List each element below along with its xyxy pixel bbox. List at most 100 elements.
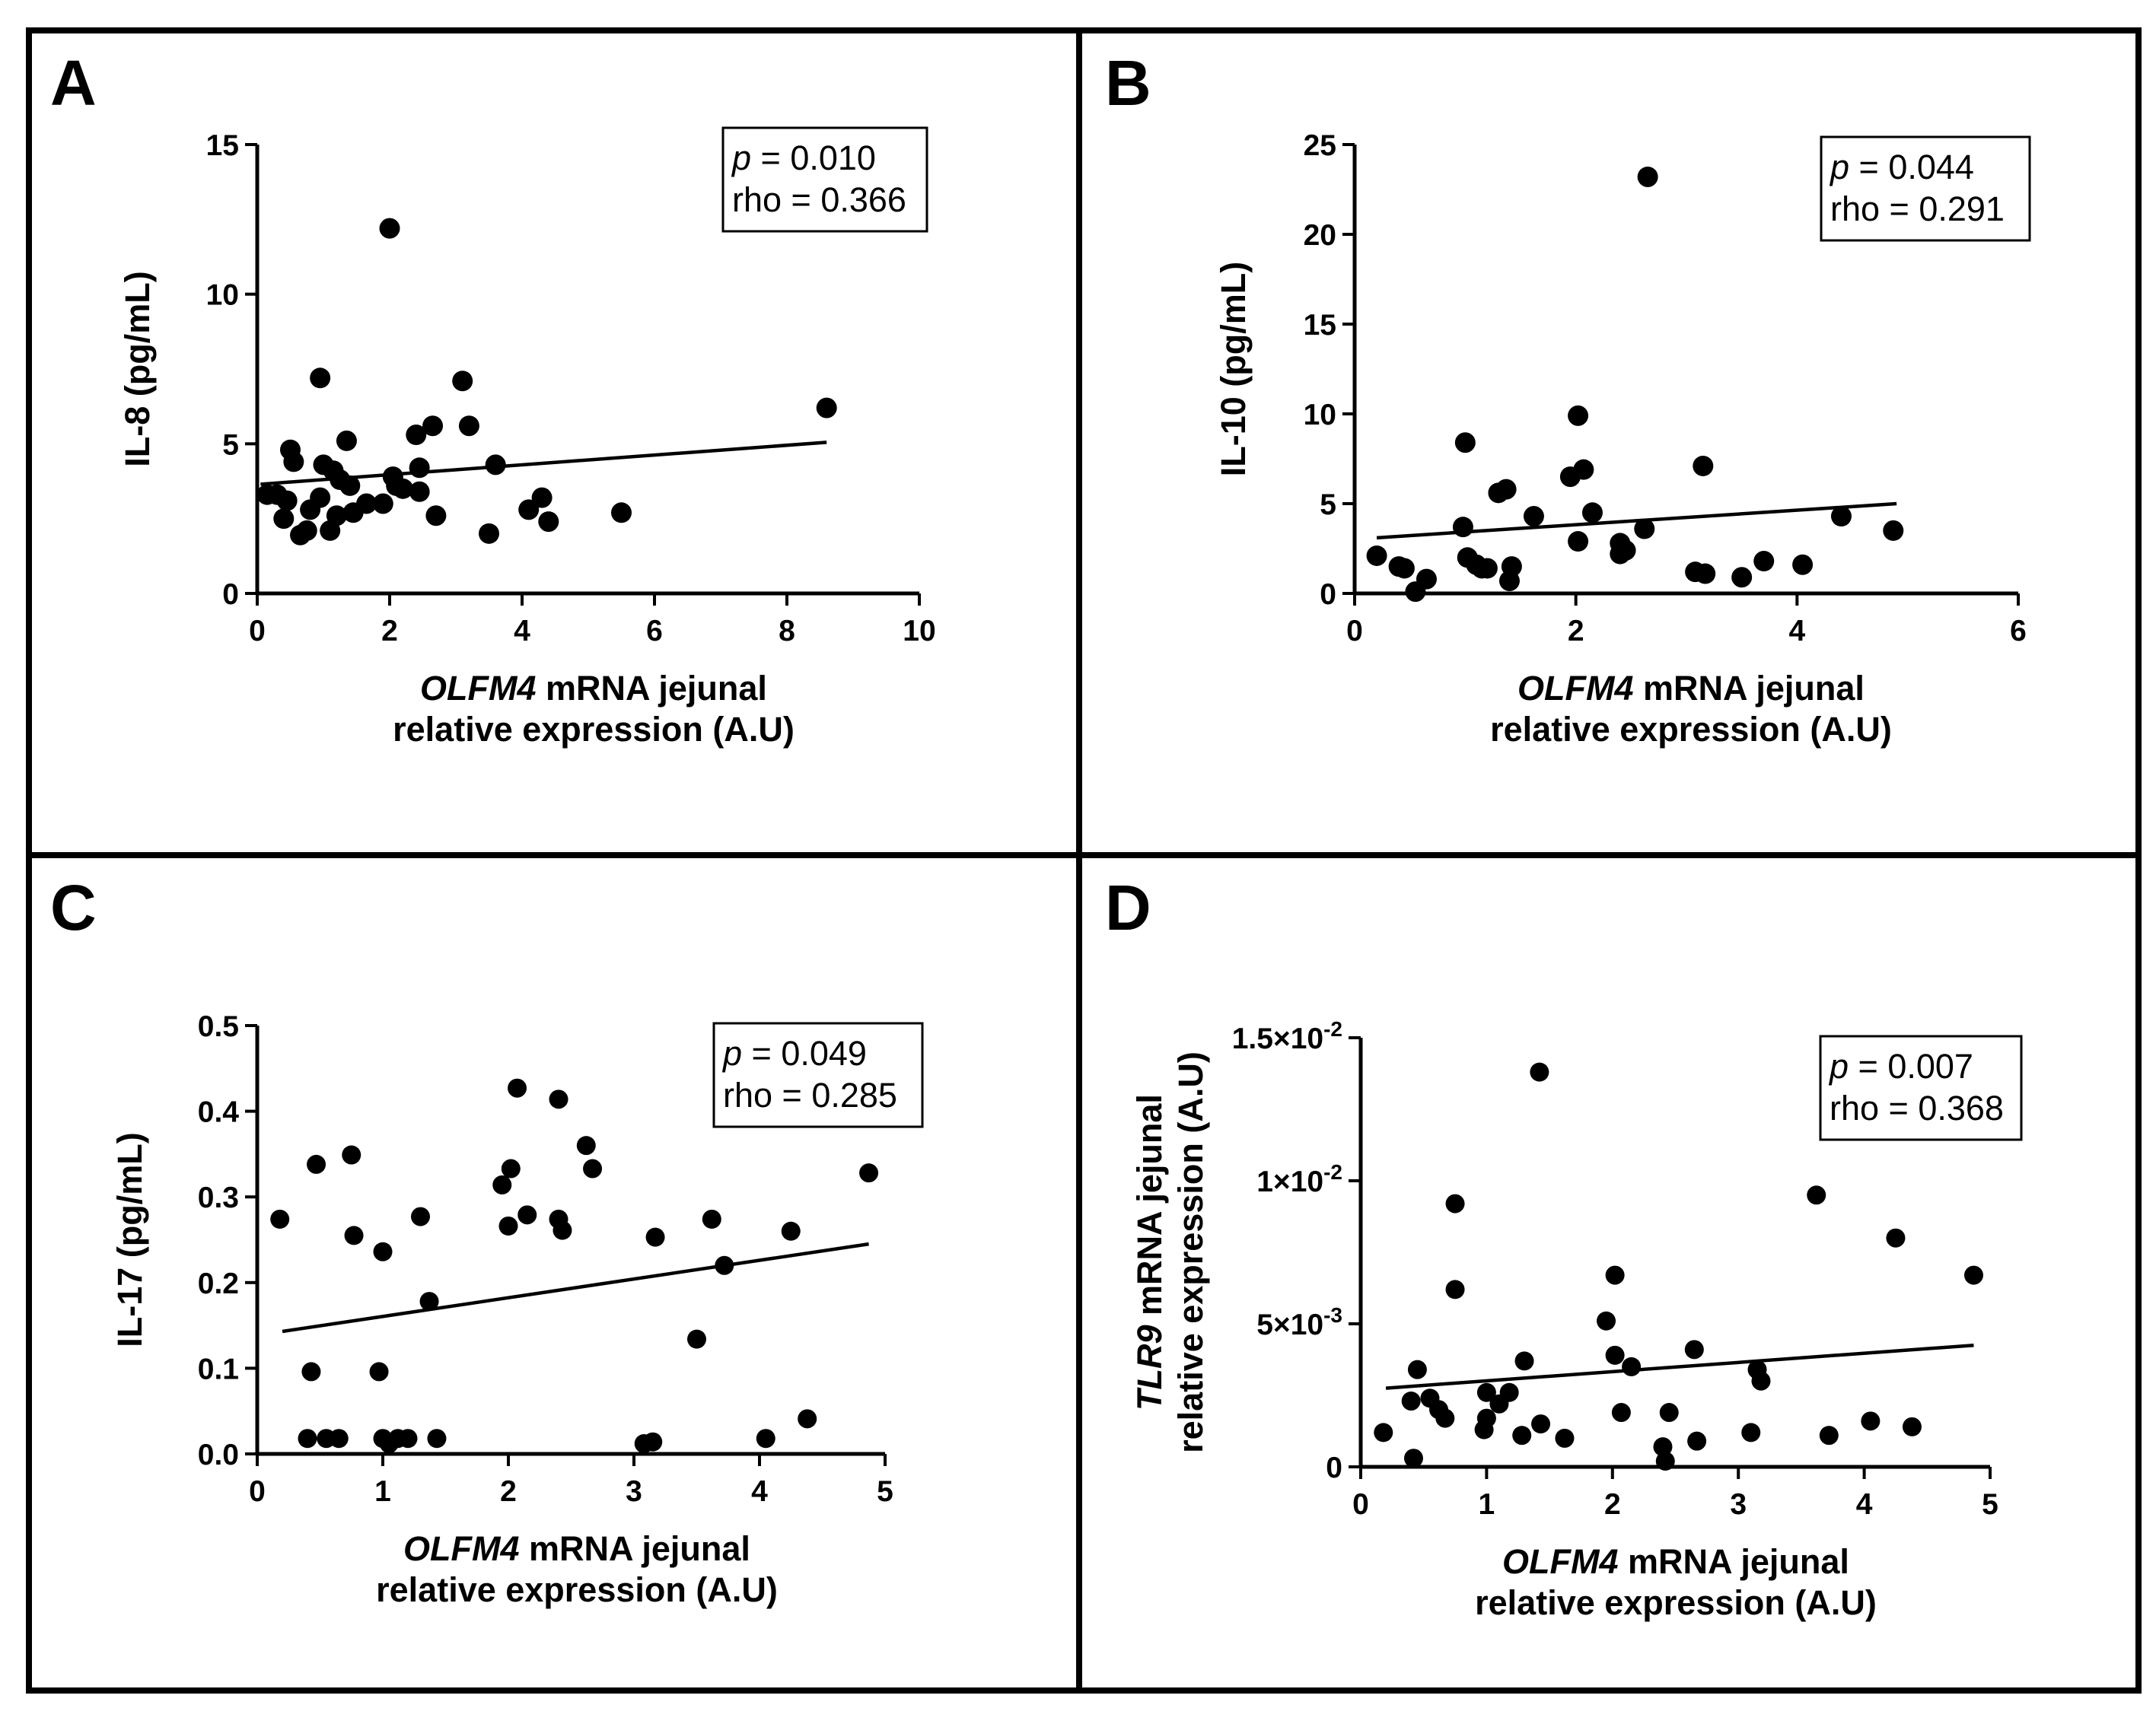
panel-a-data-point <box>326 505 347 526</box>
panel-c-data-point <box>643 1432 663 1452</box>
panel-a-data-point <box>611 502 632 523</box>
panel-d-data-point <box>1886 1228 1906 1248</box>
panel-c-x-tick-label: 2 <box>500 1475 517 1508</box>
panel-c-data-point <box>781 1221 801 1241</box>
panel-b-data-point <box>1366 545 1387 566</box>
panel-c-data-point <box>576 1136 596 1156</box>
panel-c-data-point <box>549 1089 568 1109</box>
panel-a-data-point <box>425 505 447 526</box>
panel-b-x-axis-title-line2: relative expression (A.U) <box>1490 710 1892 749</box>
panel-a-y-tick-label: 10 <box>206 279 239 312</box>
panel-b-data-point <box>1568 531 1589 552</box>
panel-b-y-axis-title: IL-10 (pg/mL) <box>1214 262 1253 476</box>
panel-b-stats-box <box>1820 135 2031 242</box>
panel-b-data-point <box>1495 479 1517 500</box>
panel-c-data-point <box>645 1227 665 1247</box>
panel-c-data-point <box>518 1205 537 1225</box>
panel-a-data-point <box>310 487 331 508</box>
panel-a-x-tick-label: 6 <box>646 615 663 647</box>
panel-c-data-point <box>687 1329 706 1349</box>
panel-d-data-point <box>1435 1408 1455 1428</box>
panel-b-data-point <box>1573 459 1594 480</box>
panel-c-x-tick-label: 0 <box>249 1475 266 1508</box>
panel-c-data-point <box>859 1163 879 1183</box>
panel-b-x-tick-label: 4 <box>1788 615 1805 647</box>
figure-frame <box>26 27 2142 1694</box>
panel-b-data-point <box>1634 518 1655 539</box>
panel-c-y-tick-label: 0.5 <box>198 1010 239 1043</box>
panel-b-data-point <box>1454 432 1476 453</box>
panel-a-data-point <box>392 478 413 499</box>
panel-c-data-point <box>498 1216 518 1236</box>
panel-d-y-tick-label: 1×10-2 <box>1256 1160 1342 1198</box>
panel-c-x-tick-label: 3 <box>626 1475 642 1508</box>
panel-b-data-point <box>1452 517 1473 538</box>
panel-b-y-tick-label: 15 <box>1304 309 1336 342</box>
panel-b-x-tick-label: 2 <box>1568 615 1584 647</box>
panel-d-x-tick-label: 5 <box>1982 1488 1998 1521</box>
panel-c-data-point <box>427 1429 447 1449</box>
panel-a-rho-value: rho = 0.366 <box>732 180 906 219</box>
panel-b-data-point <box>1695 563 1716 584</box>
panel-c-y-tick-label: 0.3 <box>198 1182 239 1214</box>
panel-d-data-point <box>1499 1382 1519 1402</box>
panel-a-x-tick-label: 10 <box>903 615 935 647</box>
panel-label-d: D <box>1105 872 1151 943</box>
panel-d-x-axis-title: OLFM4 mRNA jejunal <box>1502 1542 1849 1581</box>
panel-b-data-point <box>1501 556 1522 577</box>
panel-c-data-point <box>756 1429 775 1449</box>
panel-b-data-point <box>1581 502 1603 523</box>
panel-a-y-tick-label: 0 <box>222 578 239 611</box>
panel-b-y-tick-label: 5 <box>1320 488 1336 521</box>
panel-c-y-axis-title: IL-17 (pg/mL) <box>110 1132 149 1347</box>
panel-a-data-point <box>531 487 553 508</box>
panel-b-data-point <box>1637 166 1658 187</box>
panel-a-x-tick-label: 2 <box>381 615 398 647</box>
panel-a-data-point <box>452 371 473 392</box>
panel-c-stats-box <box>712 1022 924 1128</box>
panel-d-data-point <box>1374 1423 1393 1442</box>
panel-d-data-point <box>1555 1428 1575 1448</box>
panel-a-scatter: 0 2 4 6 8 10 0 5 10 15 OLFM4 mRNA jejunalrelative … <box>118 126 936 749</box>
panel-c-p-value: p = 0.049 <box>721 1034 867 1073</box>
panel-d-data-point <box>1819 1426 1839 1446</box>
panel-d-data-point <box>1653 1437 1673 1457</box>
panel-d-data-point <box>1741 1423 1761 1442</box>
panel-b-y-tick-label: 10 <box>1304 399 1336 431</box>
panel-c-data-point <box>501 1159 521 1178</box>
panel-d-data-point <box>1530 1062 1549 1082</box>
panel-a-data-point <box>273 508 295 530</box>
panel-d-x-tick-label: 4 <box>1856 1488 1873 1521</box>
panel-d-x-tick-label: 2 <box>1604 1488 1621 1521</box>
panel-b-data-point <box>1476 558 1498 579</box>
panel-d-data-point <box>1401 1392 1421 1411</box>
panel-d-data-point <box>1597 1311 1616 1331</box>
panel-d-data-point <box>1476 1382 1496 1402</box>
panel-d-y-axis-title: TLR9 mRNA jejunal <box>1130 1094 1169 1411</box>
panel-a-x-axis-title: OLFM4 mRNA jejunal <box>420 669 767 708</box>
panel-d-data-point <box>1684 1340 1704 1360</box>
panel-a-x-tick-label: 8 <box>779 615 795 647</box>
panel-a-data-point <box>283 451 304 472</box>
panel-b-data-point <box>1568 405 1589 426</box>
panel-c-data-point <box>342 1145 361 1165</box>
panel-a-data-point <box>409 481 430 502</box>
panel-a-data-point <box>422 415 444 437</box>
panel-a-x-tick-label: 4 <box>514 615 530 647</box>
panel-a-data-point <box>518 499 540 520</box>
panel-a-data-point <box>296 520 317 541</box>
panel-b-y-tick-label: 20 <box>1304 219 1336 252</box>
panel-a-data-point <box>458 415 479 437</box>
panel-b-data-point <box>1753 551 1775 572</box>
panel-c-data-point <box>270 1209 290 1229</box>
panel-label-a: A <box>50 47 97 119</box>
panel-label-b: B <box>1105 47 1151 119</box>
panel-a-x-tick-label: 0 <box>249 615 266 647</box>
panel-d-x-tick-label: 3 <box>1730 1488 1747 1521</box>
panel-b-data-point <box>1883 520 1904 541</box>
panel-d-data-point <box>1407 1360 1427 1379</box>
panel-c-data-point <box>492 1175 512 1194</box>
panel-b-data-point <box>1792 554 1814 575</box>
panel-b-data-point <box>1615 539 1636 561</box>
panel-label-c: C <box>50 872 97 943</box>
